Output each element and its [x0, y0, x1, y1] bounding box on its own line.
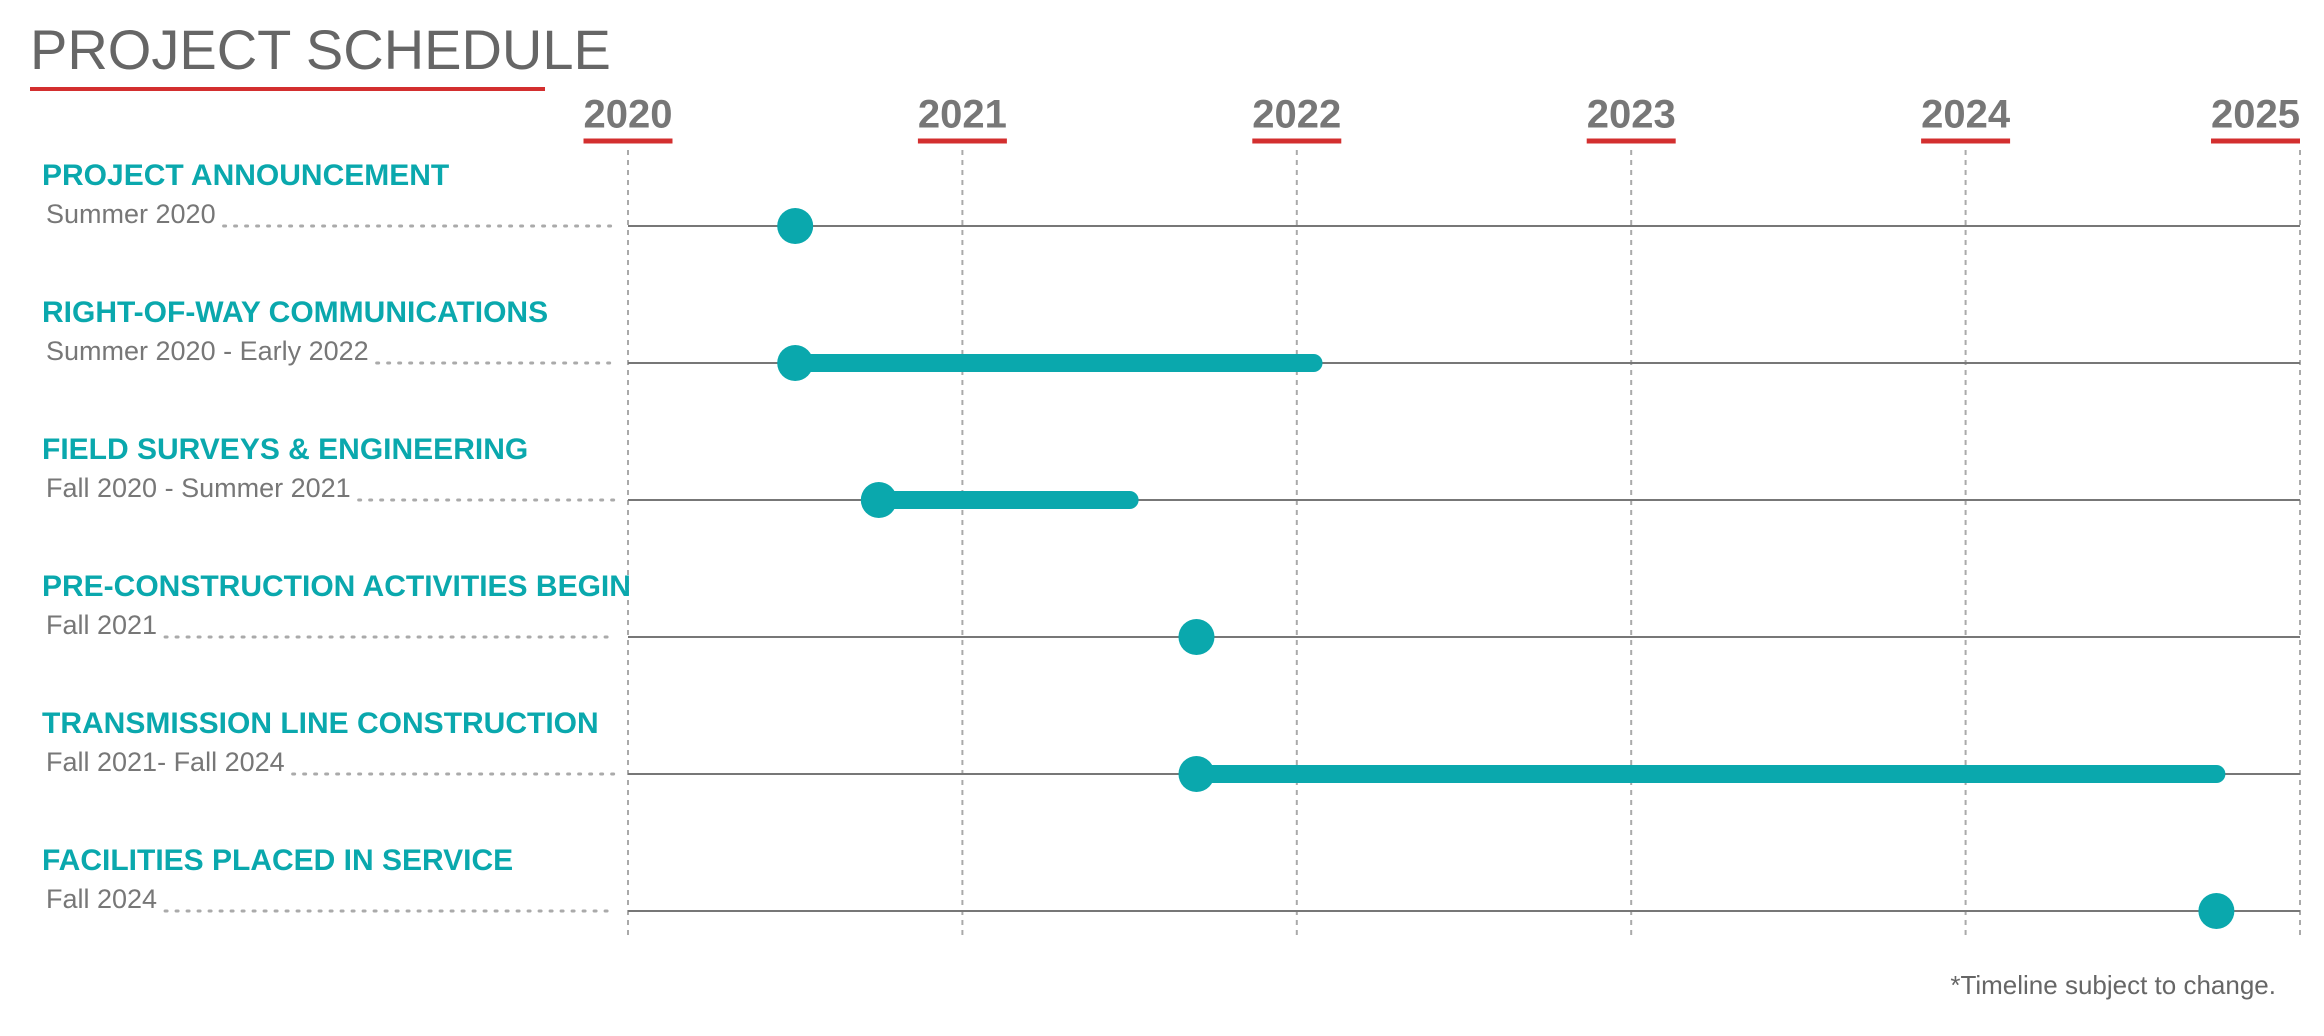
x-tick-label: 2020 — [584, 93, 673, 137]
start-dot — [1178, 756, 1215, 792]
task-period: Summer 2020 — [46, 199, 216, 229]
start-dot — [860, 482, 897, 518]
task-period: Summer 2020 - Early 2022 — [46, 336, 369, 366]
task-period: Fall 2021 — [46, 610, 157, 640]
x-tick-label: 2024 — [1921, 93, 2011, 137]
task-name: PROJECT ANNOUNCEMENT — [42, 159, 449, 192]
task-name: RIGHT-OF-WAY COMMUNICATIONS — [42, 296, 548, 329]
task-period: Fall 2021- Fall 2024 — [46, 747, 285, 777]
x-tick-label: 2023 — [1587, 93, 1676, 137]
task-name: PRE-CONSTRUCTION ACTIVITIES BEGIN — [42, 570, 631, 603]
footnote: *Timeline subject to change. — [1950, 970, 2276, 1000]
chart-title: PROJECT SCHEDULE — [30, 18, 611, 81]
task-name: FACILITIES PLACED IN SERVICE — [42, 844, 513, 877]
x-tick-label: 2022 — [1252, 93, 1341, 137]
task-name: FIELD SURVEYS & ENGINEERING — [42, 433, 528, 466]
task-period: Fall 2024 — [46, 884, 157, 914]
x-tick-label: 2025 — [2211, 93, 2300, 137]
start-dot — [777, 345, 814, 381]
x-tick-label: 2021 — [918, 93, 1007, 137]
start-dot — [2198, 893, 2235, 929]
start-dot — [1178, 619, 1215, 655]
task-period: Fall 2020 - Summer 2021 — [46, 473, 351, 503]
task-name: TRANSMISSION LINE CONSTRUCTION — [42, 707, 599, 740]
start-dot — [777, 208, 814, 244]
